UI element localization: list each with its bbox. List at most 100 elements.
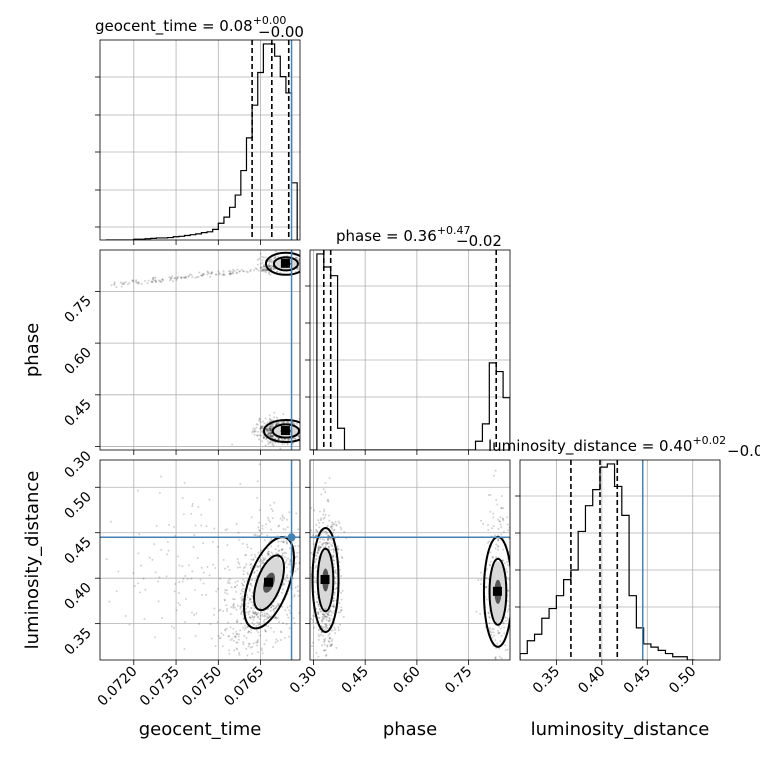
scatter-point	[498, 647, 501, 650]
panel-frame	[309, 459, 511, 661]
scatter-point	[197, 275, 200, 278]
scatter-point	[180, 277, 183, 280]
scatter-point	[263, 643, 266, 646]
scatter-point	[492, 628, 495, 631]
scatter-point	[319, 608, 322, 611]
scatter-point	[201, 593, 204, 596]
scatter-point	[136, 489, 139, 492]
scatter-point	[228, 272, 231, 275]
scatter-point	[284, 552, 287, 555]
scatter-point	[225, 589, 228, 592]
scatter-point	[305, 260, 307, 262]
scatter-point	[119, 281, 122, 284]
scatter-point	[248, 610, 251, 613]
scatter-point	[174, 276, 177, 279]
scatter-point	[235, 620, 238, 623]
scatter-point	[317, 552, 320, 555]
scatter-point	[271, 517, 274, 520]
scatter-point	[60, 540, 62, 542]
scatter-point	[325, 530, 328, 533]
scatter-point	[323, 625, 326, 628]
contour-inner	[253, 554, 285, 612]
scatter-point	[275, 617, 278, 620]
scatter-point	[272, 267, 275, 270]
scatter-point	[267, 616, 270, 619]
scatter-point	[332, 551, 335, 554]
scatter-point	[282, 541, 285, 544]
scatter-point	[261, 427, 264, 430]
scatter-point	[264, 614, 267, 617]
scatter-point	[154, 276, 157, 279]
scatter-point	[502, 622, 505, 625]
scatter-point	[496, 548, 499, 551]
scatter-point	[242, 626, 245, 629]
scatter-point	[131, 279, 134, 282]
scatter-point	[240, 604, 243, 607]
scatter-point	[233, 649, 236, 652]
scatter-point	[270, 433, 273, 436]
scatter-point	[197, 506, 200, 509]
scatter-point	[301, 266, 303, 268]
scatter-point	[269, 273, 272, 276]
scatter-point	[237, 531, 240, 534]
scatter-point	[321, 620, 324, 623]
scatter-point	[267, 551, 270, 554]
scatter-point	[269, 435, 272, 438]
scatter-point	[506, 557, 509, 560]
scatter-point	[277, 438, 280, 441]
scatter-points	[60, 463, 300, 660]
scatter-point	[232, 272, 235, 275]
scatter-point	[151, 276, 154, 279]
scatter-point	[276, 640, 279, 643]
scatter-point	[317, 547, 320, 550]
scatter-point	[255, 625, 258, 628]
scatter-point	[261, 613, 264, 616]
scatter-point	[330, 543, 333, 546]
scatter-point	[331, 643, 334, 646]
scatter-point	[328, 636, 331, 639]
scatter-point	[261, 430, 264, 433]
scatter-point	[272, 630, 275, 633]
scatter-point	[285, 579, 288, 582]
scatter-point	[339, 623, 342, 626]
scatter-point	[267, 272, 270, 275]
scatter-point	[238, 651, 241, 654]
scatter-point	[271, 553, 274, 556]
scatter-point	[243, 565, 246, 568]
scatter-point	[314, 566, 317, 569]
scatter-point	[246, 571, 249, 574]
scatter-point	[223, 273, 226, 276]
scatter-point	[218, 272, 221, 275]
scatter-point	[275, 423, 278, 426]
scatter-point	[247, 642, 250, 645]
scatter-point	[335, 572, 338, 575]
scatter-point	[137, 552, 140, 555]
scatter-point	[176, 277, 179, 280]
scatter-point	[251, 610, 254, 613]
scatter-point	[209, 275, 212, 278]
scatter-point	[110, 284, 113, 287]
scatter-point	[261, 527, 264, 530]
scatter-point	[282, 528, 285, 531]
scatter-point	[142, 577, 145, 580]
scatter-point	[157, 580, 160, 583]
scatter-point	[160, 617, 163, 620]
scatter-point	[254, 267, 257, 270]
xlabel-luminosity-distance: luminosity_distance	[531, 719, 710, 740]
scatter-point	[173, 590, 176, 593]
scatter-point	[175, 278, 178, 281]
scatter-point	[190, 611, 193, 614]
scatter-point	[154, 279, 157, 282]
tick-label-y: 0.45	[61, 534, 94, 567]
scatter-point	[332, 556, 335, 559]
scatter-point	[501, 680, 503, 682]
scatter-point	[275, 422, 278, 425]
scatter-point	[487, 528, 490, 531]
scatter-point	[249, 646, 252, 649]
scatter-point	[228, 652, 231, 655]
scatter-point	[332, 605, 335, 608]
scatter-point	[323, 542, 326, 545]
scatter-point	[331, 629, 334, 632]
scatter-point	[120, 282, 123, 285]
scatter-point	[318, 510, 321, 513]
